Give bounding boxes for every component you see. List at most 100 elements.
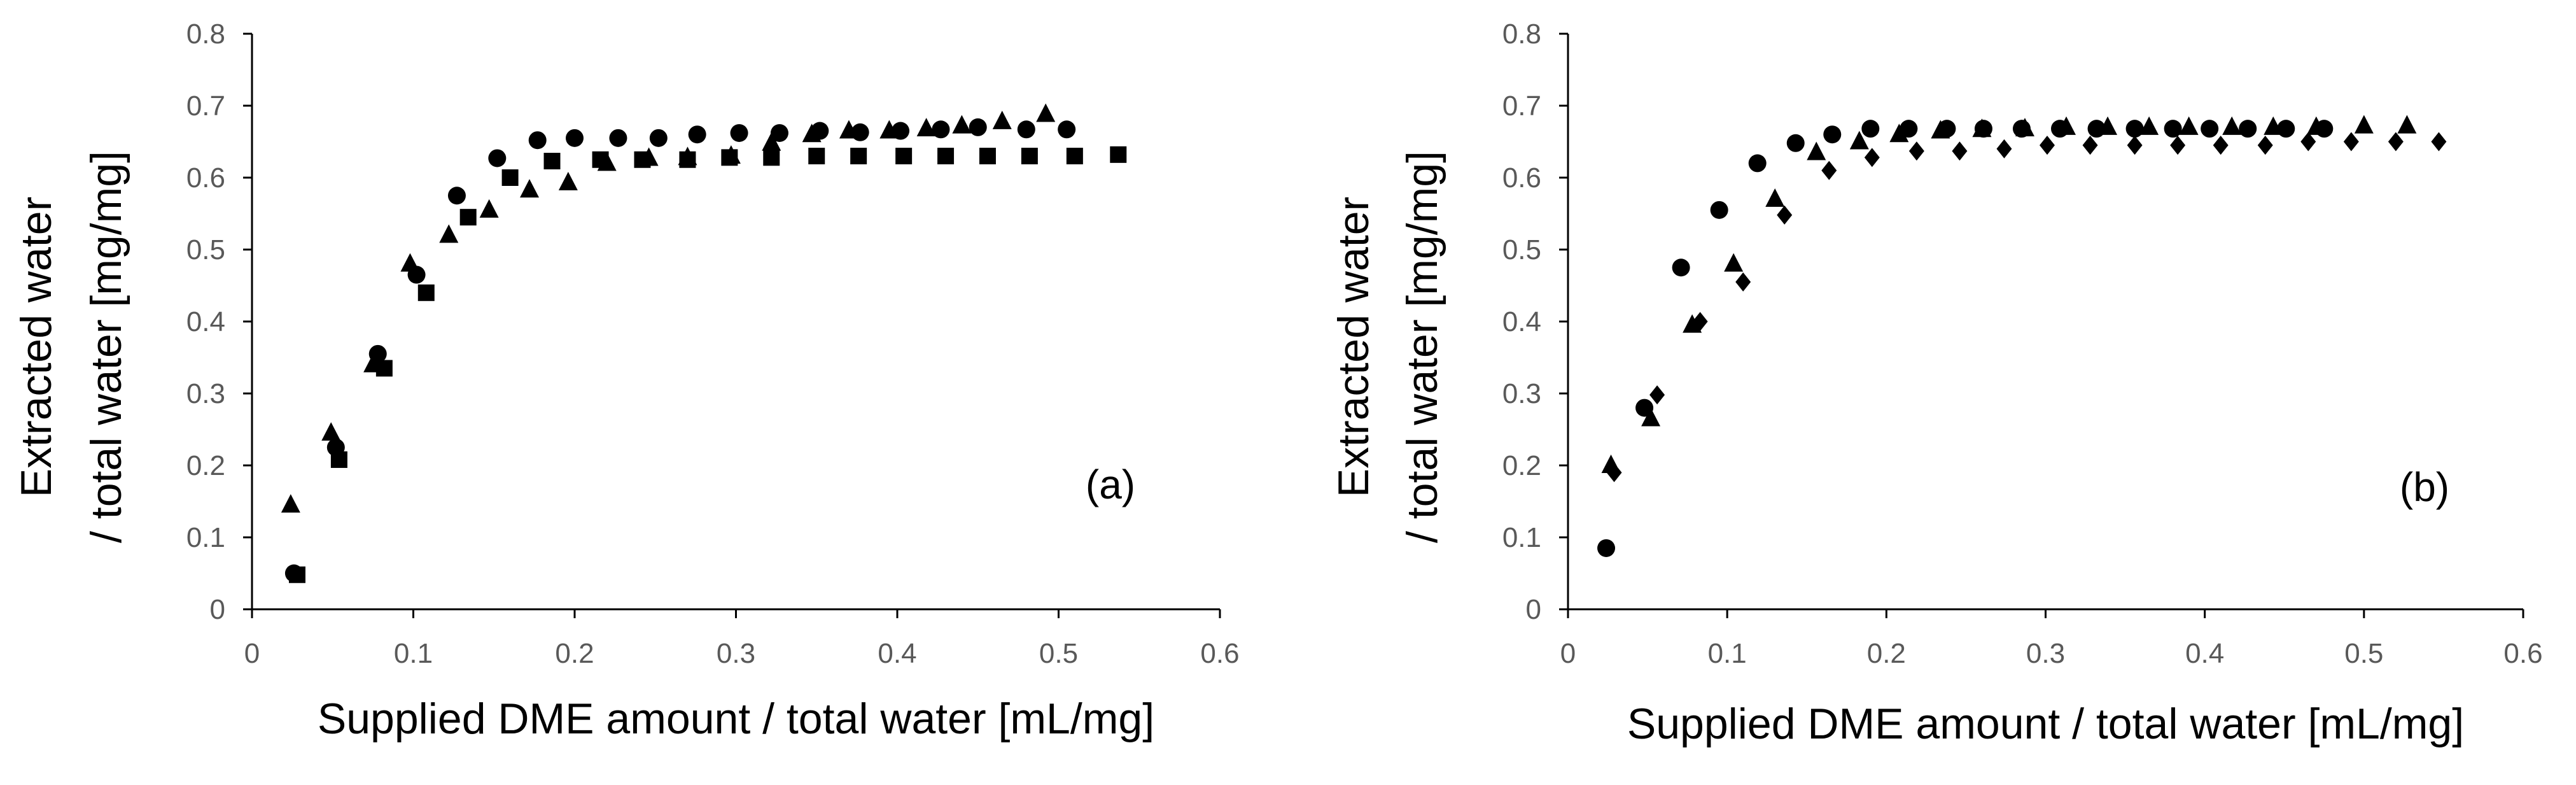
data-point-triangle xyxy=(992,110,1012,129)
data-point-circle xyxy=(1672,258,1690,277)
data-point-square xyxy=(1021,148,1038,165)
data-point-square xyxy=(979,148,996,165)
y-tick-label: 0.6 xyxy=(1502,162,1541,194)
data-point-circle xyxy=(488,149,507,167)
x-tick-label: 0.1 xyxy=(1708,638,1747,669)
data-point-diamond xyxy=(2040,136,2055,155)
data-point-triangle xyxy=(520,179,540,198)
data-point-square xyxy=(895,148,913,165)
data-point-square xyxy=(459,209,477,226)
data-point-diamond xyxy=(1908,141,1924,161)
y-tick-label: 0.1 xyxy=(1502,522,1541,553)
data-point-triangle xyxy=(2057,116,2076,135)
x-tick-label: 0.3 xyxy=(717,638,755,669)
data-point-diamond xyxy=(2170,136,2186,155)
data-point-triangle xyxy=(1807,141,1826,160)
y-tick-label: 0.8 xyxy=(1502,18,1541,50)
chart-panel-a: 0 0.1 0.2 0.3 0.4 0.5 0.6 0.7 0.8 0 0.1 0.2 0.3 0.4 0.… xyxy=(12,18,1240,743)
data-point-square xyxy=(850,148,867,165)
y-tick-label: 0.7 xyxy=(186,90,225,122)
x-axis-title: Supplied DME amount / total water [mL/mg… xyxy=(318,695,1154,743)
data-point-diamond xyxy=(1606,463,1622,483)
data-point-triangle xyxy=(1765,188,1785,207)
data-point-triangle xyxy=(281,494,300,513)
series-triangles xyxy=(281,103,1056,513)
data-point-diamond xyxy=(2082,136,2098,155)
series-diamonds xyxy=(1606,132,2447,483)
data-point-square xyxy=(330,451,347,468)
data-point-triangle xyxy=(839,120,858,139)
data-point-triangle xyxy=(1683,314,1702,333)
data-point-triangle xyxy=(916,118,936,137)
y-tick-label: 0.3 xyxy=(1502,378,1541,409)
series-squares xyxy=(288,146,1127,583)
data-point-triangle xyxy=(2015,118,2034,137)
x-tick-label: 0.6 xyxy=(1200,638,1239,669)
data-point-diamond xyxy=(2257,136,2273,155)
y-tick-label: 0.2 xyxy=(1502,450,1541,481)
y-axis-title-line-1: Extracted water xyxy=(1329,197,1378,497)
x-tick-label: 0.2 xyxy=(1867,638,1906,669)
data-point-triangle xyxy=(1972,118,1992,138)
x-tick-label: 0.6 xyxy=(2503,638,2542,669)
x-tick-label: 0 xyxy=(244,638,260,669)
data-point-circle xyxy=(969,118,987,136)
data-point-triangle xyxy=(1889,124,1909,143)
y-tick-label: 0.5 xyxy=(1502,234,1541,265)
data-point-triangle xyxy=(2306,116,2326,135)
x-tick-label: 0.4 xyxy=(878,638,916,669)
data-point-triangle xyxy=(1724,253,1744,272)
data-point-diamond xyxy=(1649,385,1665,405)
data-point-square xyxy=(543,153,561,170)
data-point-square xyxy=(634,151,651,168)
data-point-triangle xyxy=(879,120,899,139)
data-point-triangle xyxy=(1931,120,1950,139)
data-point-diamond xyxy=(1777,205,1793,225)
data-point-circle xyxy=(1058,120,1076,139)
data-point-triangle xyxy=(321,422,341,441)
data-point-triangle xyxy=(479,199,499,218)
data-point-square xyxy=(1066,148,1083,165)
y-tick-label: 0.3 xyxy=(186,378,225,409)
data-point-triangle xyxy=(2354,115,2374,134)
data-point-square xyxy=(808,148,825,165)
data-point-circle xyxy=(1786,134,1805,152)
data-point-circle xyxy=(566,129,584,147)
data-point-triangle xyxy=(2179,116,2199,135)
data-point-diamond xyxy=(2431,132,2447,152)
data-point-circle xyxy=(2164,120,2182,138)
y-axis-title-line-2: / total water [mg/mg] xyxy=(82,151,130,543)
panel-label: (b) xyxy=(2400,464,2449,510)
series-circles xyxy=(1597,120,2334,557)
data-point-circle xyxy=(770,124,788,142)
data-point-triangle xyxy=(1036,103,1056,122)
data-point-triangle xyxy=(762,132,781,151)
data-point-diamond xyxy=(2213,136,2229,155)
data-point-triangle xyxy=(2098,116,2118,135)
data-point-diamond xyxy=(1821,160,1837,180)
data-point-diamond xyxy=(2127,136,2143,155)
y-axis-title-line-2: / total water [mg/mg] xyxy=(1398,151,1446,543)
data-point-triangle xyxy=(802,124,822,143)
x-tick-label: 0 xyxy=(1560,638,1576,669)
y-tick-label: 0.2 xyxy=(186,450,225,481)
data-point-circle xyxy=(609,129,627,147)
data-point-square xyxy=(501,169,519,186)
data-point-square xyxy=(679,151,696,168)
data-point-circle xyxy=(1017,120,1035,139)
data-point-diamond xyxy=(1996,139,2012,159)
data-point-circle xyxy=(528,131,547,150)
data-point-circle xyxy=(688,125,706,144)
y-tick-label: 0.6 xyxy=(186,162,225,194)
data-point-triangle xyxy=(1849,131,1869,150)
data-point-circle xyxy=(2239,120,2257,138)
data-point-square xyxy=(1110,146,1127,163)
data-point-circle xyxy=(730,124,748,142)
y-tick-label: 0.5 xyxy=(186,234,225,265)
chart-panel-b: 0 0.1 0.2 0.3 0.4 0.5 0.6 0.7 0.8 0 0.1 0.2 0.3 0.4 0.… xyxy=(1329,18,2543,748)
y-tick-label: 0.4 xyxy=(1502,306,1541,337)
series-triangles xyxy=(1601,115,2417,473)
data-point-circle xyxy=(1861,120,1880,138)
data-point-diamond xyxy=(2388,132,2404,152)
data-point-circle xyxy=(1597,539,1616,557)
